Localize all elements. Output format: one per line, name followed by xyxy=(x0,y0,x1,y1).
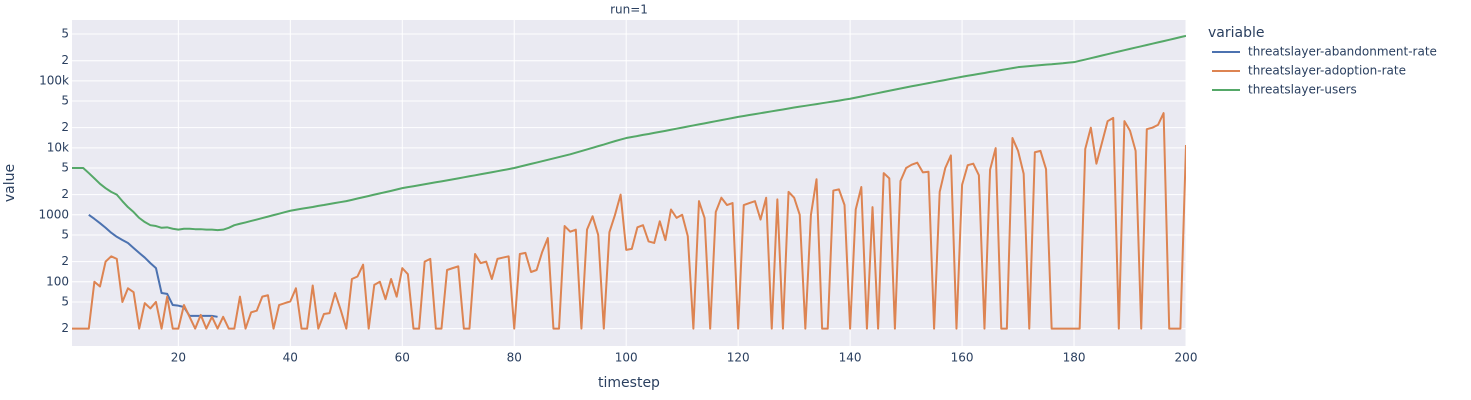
x-tick-label: 40 xyxy=(283,351,298,365)
y-tick-label: 5 xyxy=(61,27,69,41)
x-tick-label: 80 xyxy=(507,351,522,365)
y-axis-title: value xyxy=(2,164,18,202)
legend-label: threatslayer-adoption-rate xyxy=(1248,64,1406,78)
y-tick-label: 1000 xyxy=(38,207,69,221)
legend-title: variable xyxy=(1208,25,1264,41)
series-line xyxy=(72,34,1186,232)
x-axis-title: timestep xyxy=(598,375,660,391)
y-tick-label: 5 xyxy=(61,94,69,108)
x-tick-label: 20 xyxy=(171,351,186,365)
y-tick-label: 2 xyxy=(61,187,69,201)
x-tick-label: 100 xyxy=(615,351,638,365)
chart-title: run=1 xyxy=(610,3,648,17)
series-line xyxy=(72,112,1186,330)
y-tick-label: 100 xyxy=(46,274,69,288)
legend-label: threatslayer-abandonment-rate xyxy=(1248,45,1437,59)
x-tick-label: 60 xyxy=(395,351,410,365)
series-line xyxy=(88,213,218,318)
x-tick-label: 140 xyxy=(839,351,862,365)
y-tick-label: 2 xyxy=(61,120,69,134)
y-tick-label: 100k xyxy=(39,73,69,87)
x-tick-label: 180 xyxy=(1063,351,1086,365)
y-tick-label: 5 xyxy=(61,227,69,241)
y-tick-label: 10k xyxy=(47,140,69,154)
y-tick-label: 2 xyxy=(61,321,69,335)
y-tick-label: 2 xyxy=(61,254,69,268)
y-tick-label: 2 xyxy=(61,53,69,67)
legend-label: threatslayer-users xyxy=(1248,83,1357,97)
y-tick-label: 5 xyxy=(61,160,69,174)
x-tick-label: 120 xyxy=(727,351,750,365)
x-tick-label: 160 xyxy=(951,351,974,365)
y-tick-label: 5 xyxy=(61,294,69,308)
x-tick-label: 200 xyxy=(1175,351,1198,365)
